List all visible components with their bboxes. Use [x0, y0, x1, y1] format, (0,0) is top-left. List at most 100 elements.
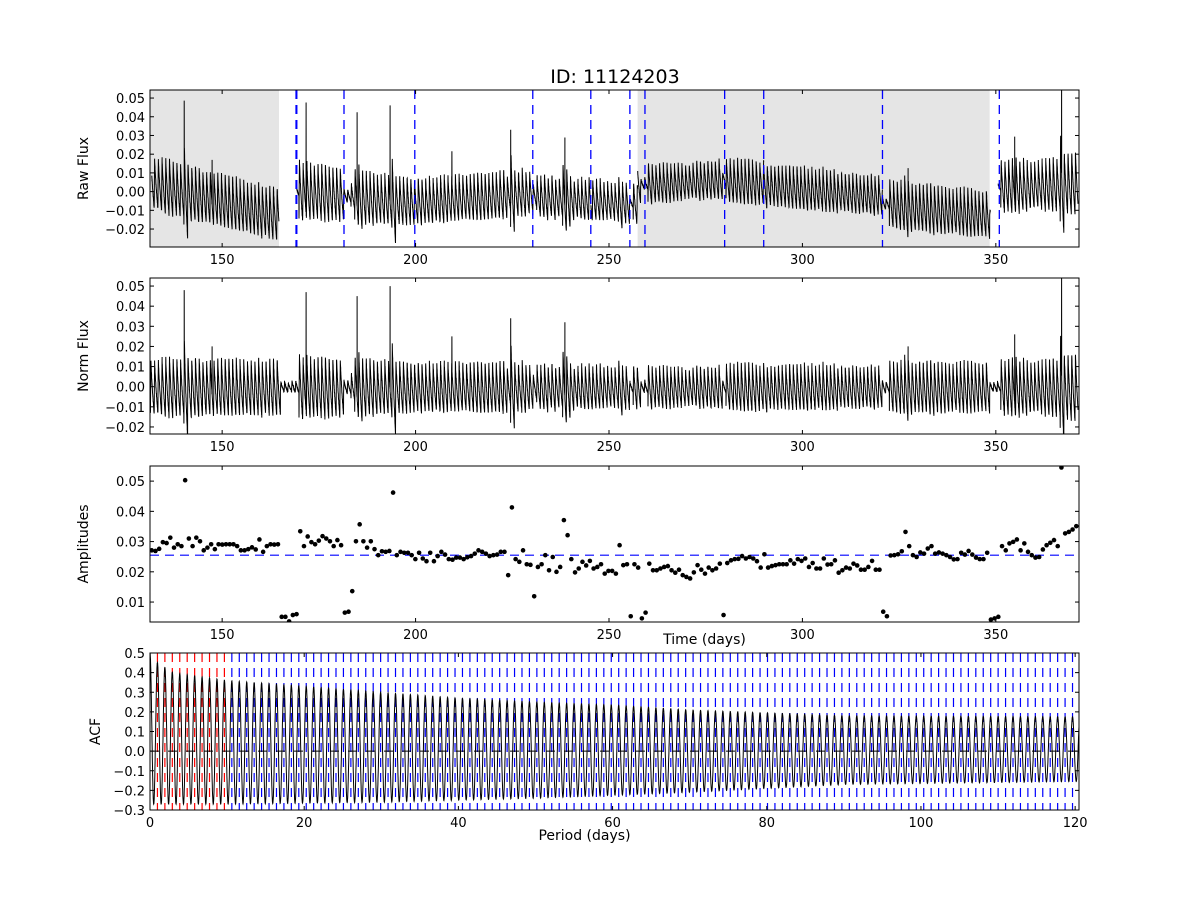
y-tick-label: −0.1	[113, 765, 145, 780]
amplitude-point	[1040, 547, 1046, 552]
amplitude-point	[453, 555, 459, 560]
y-tick-label: 0.3	[124, 686, 145, 701]
amplitude-point	[658, 566, 663, 571]
amplitude-point	[810, 560, 815, 566]
amplitude-point	[253, 547, 259, 552]
amplitude-point	[643, 610, 648, 615]
amplitude-point	[271, 542, 277, 547]
amplitude-point	[242, 548, 247, 553]
x-tick-label: 80	[758, 816, 775, 831]
amplitude-point	[338, 542, 344, 548]
amplitude-point	[895, 551, 901, 557]
amplitude-point	[294, 611, 299, 617]
x-tick-label: 120	[1063, 816, 1088, 831]
y-tick-label: 0.00	[116, 381, 145, 396]
amplitude-point	[672, 570, 678, 576]
y-tick-label: 0.03	[116, 320, 145, 335]
amplitude-point	[929, 543, 934, 549]
amplitude-point	[955, 556, 960, 562]
x-tick-label: 150	[210, 440, 235, 455]
amplitude-point	[160, 539, 166, 545]
amplitude-point	[535, 564, 541, 570]
amplitude-point	[970, 552, 975, 557]
amplitude-point	[238, 548, 244, 553]
amplitude-point	[866, 564, 871, 570]
amplitude-point	[257, 537, 262, 542]
amplitude-point	[732, 556, 737, 562]
amplitude-point	[910, 552, 916, 558]
amplitude-point	[179, 543, 184, 549]
amplitude-point	[817, 566, 823, 571]
amplitude-point	[327, 538, 333, 544]
y-tick-label: 0.01	[116, 361, 145, 376]
amplitude-point	[335, 537, 340, 543]
y-tick-label: 0.02	[116, 148, 145, 163]
amplitude-point	[208, 542, 214, 547]
y-tick-label: 0.01	[116, 167, 145, 182]
amplitude-point	[528, 562, 533, 568]
amplitude-point	[468, 553, 474, 559]
amplitude-point	[1003, 548, 1009, 553]
amplitude-point	[665, 563, 671, 569]
amplitude-point	[620, 562, 626, 568]
y-axis-label: Raw Flux	[76, 137, 92, 200]
amplitude-point	[828, 561, 834, 567]
amplitude-point	[583, 563, 589, 568]
x-tick-label: 350	[983, 628, 1008, 643]
amplitude-point	[646, 561, 652, 566]
amplitude-point	[650, 568, 656, 573]
amplitude-point	[609, 568, 615, 574]
amplitude-point	[984, 550, 990, 556]
amplitude-point	[1029, 552, 1035, 558]
amplitude-point	[483, 551, 489, 556]
x-axis-label: Period (days)	[538, 828, 630, 844]
amplitude-point	[661, 564, 667, 570]
amplitude-point	[353, 538, 359, 544]
y-axis-label: Amplitudes	[76, 504, 92, 583]
amplitude-point	[591, 566, 596, 571]
amplitude-point	[186, 536, 192, 541]
amplitude-point	[361, 538, 366, 544]
amplitude-point	[550, 554, 556, 560]
x-tick-label: 300	[790, 628, 815, 643]
amplitude-point	[981, 556, 986, 562]
amplitude-point	[1022, 541, 1027, 546]
acf-line	[150, 653, 1079, 807]
amplitude-point	[182, 477, 188, 483]
amplitude-point	[1062, 531, 1068, 536]
amplitude-point	[413, 556, 418, 562]
amplitude-point	[1014, 537, 1020, 542]
amplitude-point	[394, 552, 400, 558]
amplitude-point	[739, 553, 745, 559]
y-tick-label: 0.02	[116, 340, 145, 355]
amplitude-point	[925, 546, 931, 551]
amplitude-point	[821, 556, 827, 561]
x-tick-label: 150	[210, 628, 235, 643]
x-tick-label: 150	[210, 253, 235, 268]
amplitude-point	[880, 609, 886, 615]
amplitude-point	[171, 545, 177, 550]
amplitude-point	[409, 552, 414, 558]
amplitude-point	[427, 550, 433, 556]
amplitude-point	[212, 546, 218, 552]
amplitude-point	[903, 529, 908, 535]
amplitude-point	[869, 558, 875, 564]
amplitude-point	[479, 549, 485, 555]
amplitude-point	[517, 559, 522, 565]
amplitude-point	[401, 550, 407, 556]
amplitude-point	[524, 561, 530, 567]
amplitude-point	[691, 570, 697, 575]
amplitude-point	[847, 566, 853, 571]
amplitude-point	[862, 567, 867, 572]
y-tick-label: 0.05	[116, 92, 145, 107]
amplitude-point	[988, 617, 994, 622]
y-tick-label: 0.01	[116, 596, 145, 611]
amplitude-point	[509, 505, 515, 510]
amplitude-point	[802, 556, 808, 561]
amplitude-point	[546, 568, 552, 573]
x-tick-label: 250	[597, 253, 622, 268]
amplitude-point	[431, 558, 437, 564]
amplitude-point	[1007, 541, 1012, 546]
amplitude-point	[442, 552, 448, 557]
amplitude-point	[780, 561, 786, 567]
